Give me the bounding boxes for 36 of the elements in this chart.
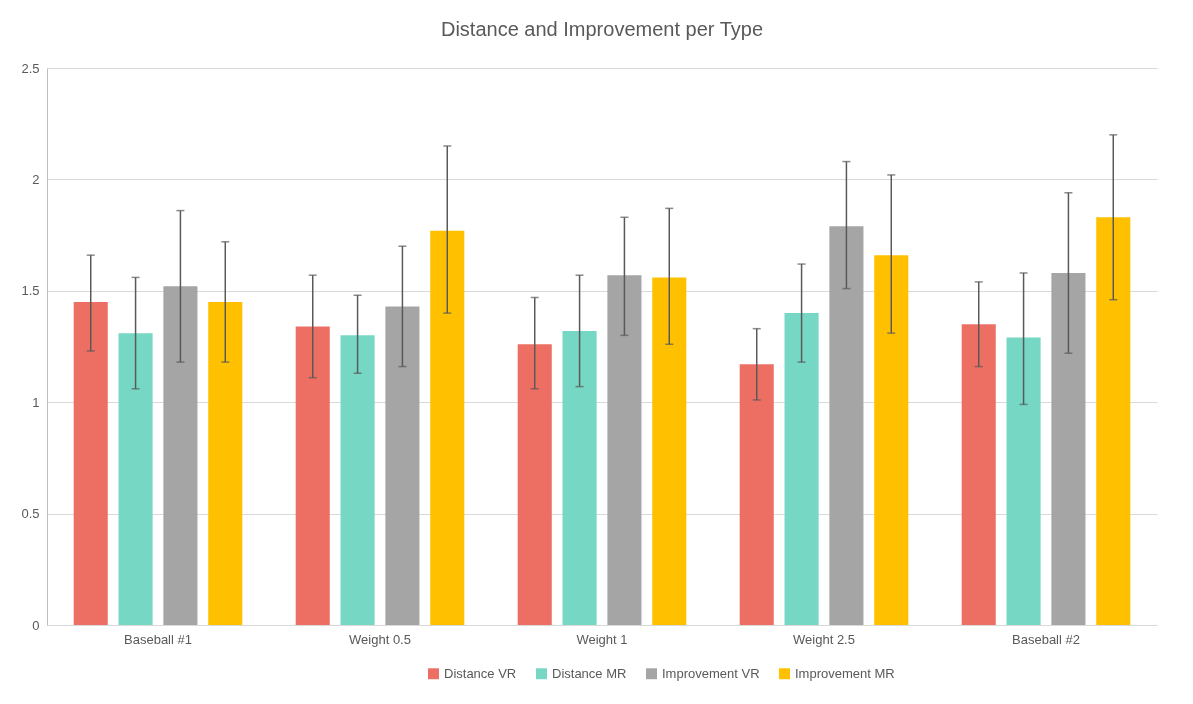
x-tick-label: Weight 0.5 xyxy=(349,631,411,647)
y-tick-label: 0.5 xyxy=(21,506,40,522)
bar xyxy=(1006,337,1041,625)
y-tick-label: 0 xyxy=(32,617,40,633)
bar xyxy=(118,333,153,625)
bar xyxy=(739,364,774,625)
bar xyxy=(73,301,108,625)
bar xyxy=(385,306,420,625)
y-tick-label: 2.5 xyxy=(21,60,40,76)
bar xyxy=(961,324,996,625)
x-tick-label: Weight 1 xyxy=(576,631,628,647)
chart-title: Distance and Improvement per Type xyxy=(440,18,764,40)
legend-label: Distance VR xyxy=(444,665,517,681)
bar xyxy=(874,255,909,625)
bar xyxy=(1096,217,1131,625)
x-tick-label: Weight 2.5 xyxy=(793,631,855,647)
bar xyxy=(562,330,597,625)
bar xyxy=(607,275,642,625)
bar xyxy=(517,344,552,625)
bar xyxy=(295,326,330,625)
legend-label: Improvement VR xyxy=(662,665,760,681)
legend-label: Improvement MR xyxy=(795,665,895,681)
bar xyxy=(652,277,687,625)
x-tick-label: Baseball #1 xyxy=(124,631,192,647)
bar xyxy=(784,313,819,625)
bar xyxy=(340,335,375,625)
bar xyxy=(208,301,243,625)
y-tick-label: 1.5 xyxy=(21,283,40,299)
x-tick-label: Baseball #2 xyxy=(1012,631,1080,647)
y-tick-label: 2 xyxy=(32,171,40,187)
bar xyxy=(163,286,198,625)
bar xyxy=(829,226,864,625)
bar xyxy=(1051,272,1086,625)
bar xyxy=(430,230,465,625)
y-tick-label: 1 xyxy=(32,394,40,410)
legend-label: Distance MR xyxy=(552,665,627,681)
